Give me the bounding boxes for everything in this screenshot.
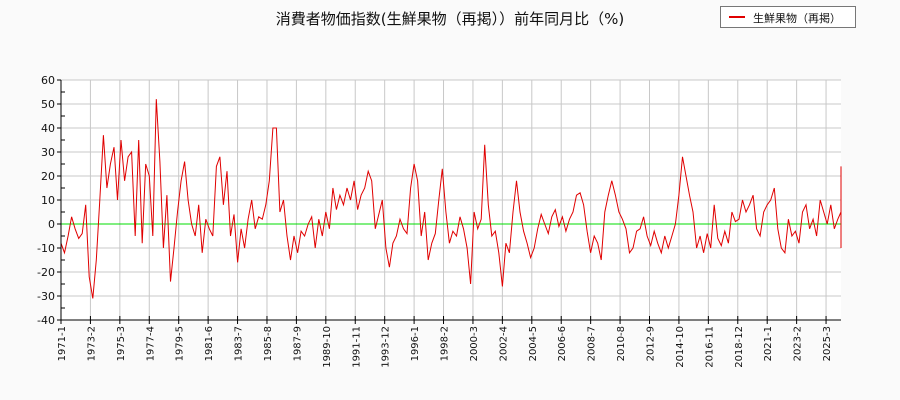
x-tick-label: 1971-1 bbox=[57, 326, 68, 361]
x-tick-label: 1991-11 bbox=[351, 326, 362, 368]
x-tick-label: 1989-10 bbox=[322, 326, 333, 368]
x-tick-label: 2023-2 bbox=[793, 326, 804, 361]
y-tick-label: 60 bbox=[41, 74, 55, 87]
x-tick-label: 1996-1 bbox=[410, 326, 421, 361]
x-tick-label: 2006-6 bbox=[557, 326, 568, 361]
y-tick-label: 50 bbox=[41, 98, 55, 111]
x-tick-label: 2025-3 bbox=[822, 326, 833, 361]
y-tick-label: -20 bbox=[37, 266, 55, 279]
x-tick-label: 2012-9 bbox=[646, 326, 657, 361]
y-tick-label: -40 bbox=[37, 314, 55, 327]
x-tick-label: 1998-2 bbox=[440, 326, 451, 361]
y-tick-label: -10 bbox=[37, 242, 55, 255]
legend-label: 生鮮果物（再掲） bbox=[753, 12, 841, 25]
x-tick-label: 2004-5 bbox=[528, 326, 539, 361]
x-tick-label: 1975-3 bbox=[116, 326, 127, 361]
y-tick-label: -30 bbox=[37, 290, 55, 303]
x-tick-label: 1981-6 bbox=[204, 326, 215, 361]
y-tick-label: 30 bbox=[41, 146, 55, 159]
x-tick-label: 1983-7 bbox=[234, 326, 245, 361]
x-tick-label: 1979-5 bbox=[175, 326, 186, 361]
y-tick-label: 20 bbox=[41, 170, 55, 183]
y-tick-label: 0 bbox=[48, 218, 55, 231]
x-tick-label: 2002-4 bbox=[498, 326, 509, 361]
x-tick-label: 1993-12 bbox=[381, 326, 392, 368]
x-tick-label: 2000-3 bbox=[469, 326, 480, 361]
x-tick-label: 2014-10 bbox=[675, 326, 686, 368]
x-tick-label: 2010-8 bbox=[616, 326, 627, 361]
x-tick-label: 2018-12 bbox=[734, 326, 745, 368]
x-tick-label: 1977-4 bbox=[145, 326, 156, 361]
y-tick-label: 10 bbox=[41, 194, 55, 207]
x-tick-label: 1973-2 bbox=[86, 326, 97, 361]
x-tick-label: 1987-9 bbox=[292, 326, 303, 361]
x-tick-label: 2021-1 bbox=[763, 326, 774, 361]
x-axis: 1971-1 1973-2 1975-3 1977-4 1979-5 1981-6 1983… bbox=[57, 316, 833, 368]
series-line bbox=[60, 99, 842, 299]
y-tick-label: 40 bbox=[41, 122, 55, 135]
x-tick-label: 2008-7 bbox=[587, 326, 598, 361]
legend-swatch-icon bbox=[729, 16, 745, 18]
legend: 生鮮果物（再掲） bbox=[720, 6, 856, 28]
x-tick-label: 2016-11 bbox=[704, 326, 715, 368]
y-axis: 60 50 40 30 20 10 0 -10 -20 -30 -40 bbox=[37, 74, 65, 327]
chart-title: 消費者物価指数(生鮮果物（再掲））前年同月比（%) bbox=[275, 10, 625, 28]
x-tick-label: 1985-8 bbox=[263, 326, 274, 361]
